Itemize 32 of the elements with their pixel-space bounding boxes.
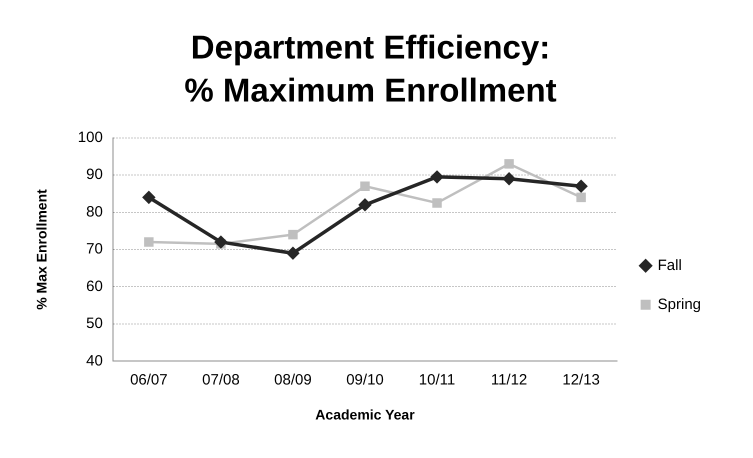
point	[502, 172, 516, 186]
point	[574, 180, 588, 193]
y-tick-label: 50	[86, 315, 103, 332]
point	[144, 237, 154, 247]
point	[576, 192, 586, 202]
point	[360, 181, 370, 191]
x-tick-label: 09/10	[346, 371, 384, 388]
point	[504, 159, 514, 169]
point	[430, 170, 444, 184]
point	[286, 246, 300, 260]
x-axis-title: Academic Year	[315, 406, 416, 422]
y-tick-label: 70	[86, 240, 103, 258]
x-tick-label: 07/08	[202, 371, 240, 388]
point	[358, 198, 372, 212]
x-tick-label: 10/11	[418, 371, 456, 388]
x-tick-label: 12/13	[562, 371, 600, 388]
y-tick-label: 100	[78, 128, 103, 146]
point	[214, 236, 228, 249]
y-axis-title: % Max Enrollment	[33, 188, 50, 310]
point	[288, 230, 298, 240]
y-tick-label: 80	[86, 203, 103, 220]
legend-label: Spring	[658, 296, 701, 313]
chart-title: Department Efficiency: % Maximum Enrollment	[184, 28, 557, 108]
x-tick-label: 06/07	[130, 371, 168, 388]
x-tick-label: 11/12	[490, 371, 528, 388]
legend-label: Fall	[658, 256, 682, 274]
point	[142, 190, 156, 204]
x-tick-label: 08/09	[274, 371, 312, 388]
y-tick-label: 60	[86, 278, 103, 295]
point	[432, 198, 442, 208]
y-tick-label: 90	[86, 166, 103, 184]
y-tick-label: 40	[86, 352, 103, 370]
